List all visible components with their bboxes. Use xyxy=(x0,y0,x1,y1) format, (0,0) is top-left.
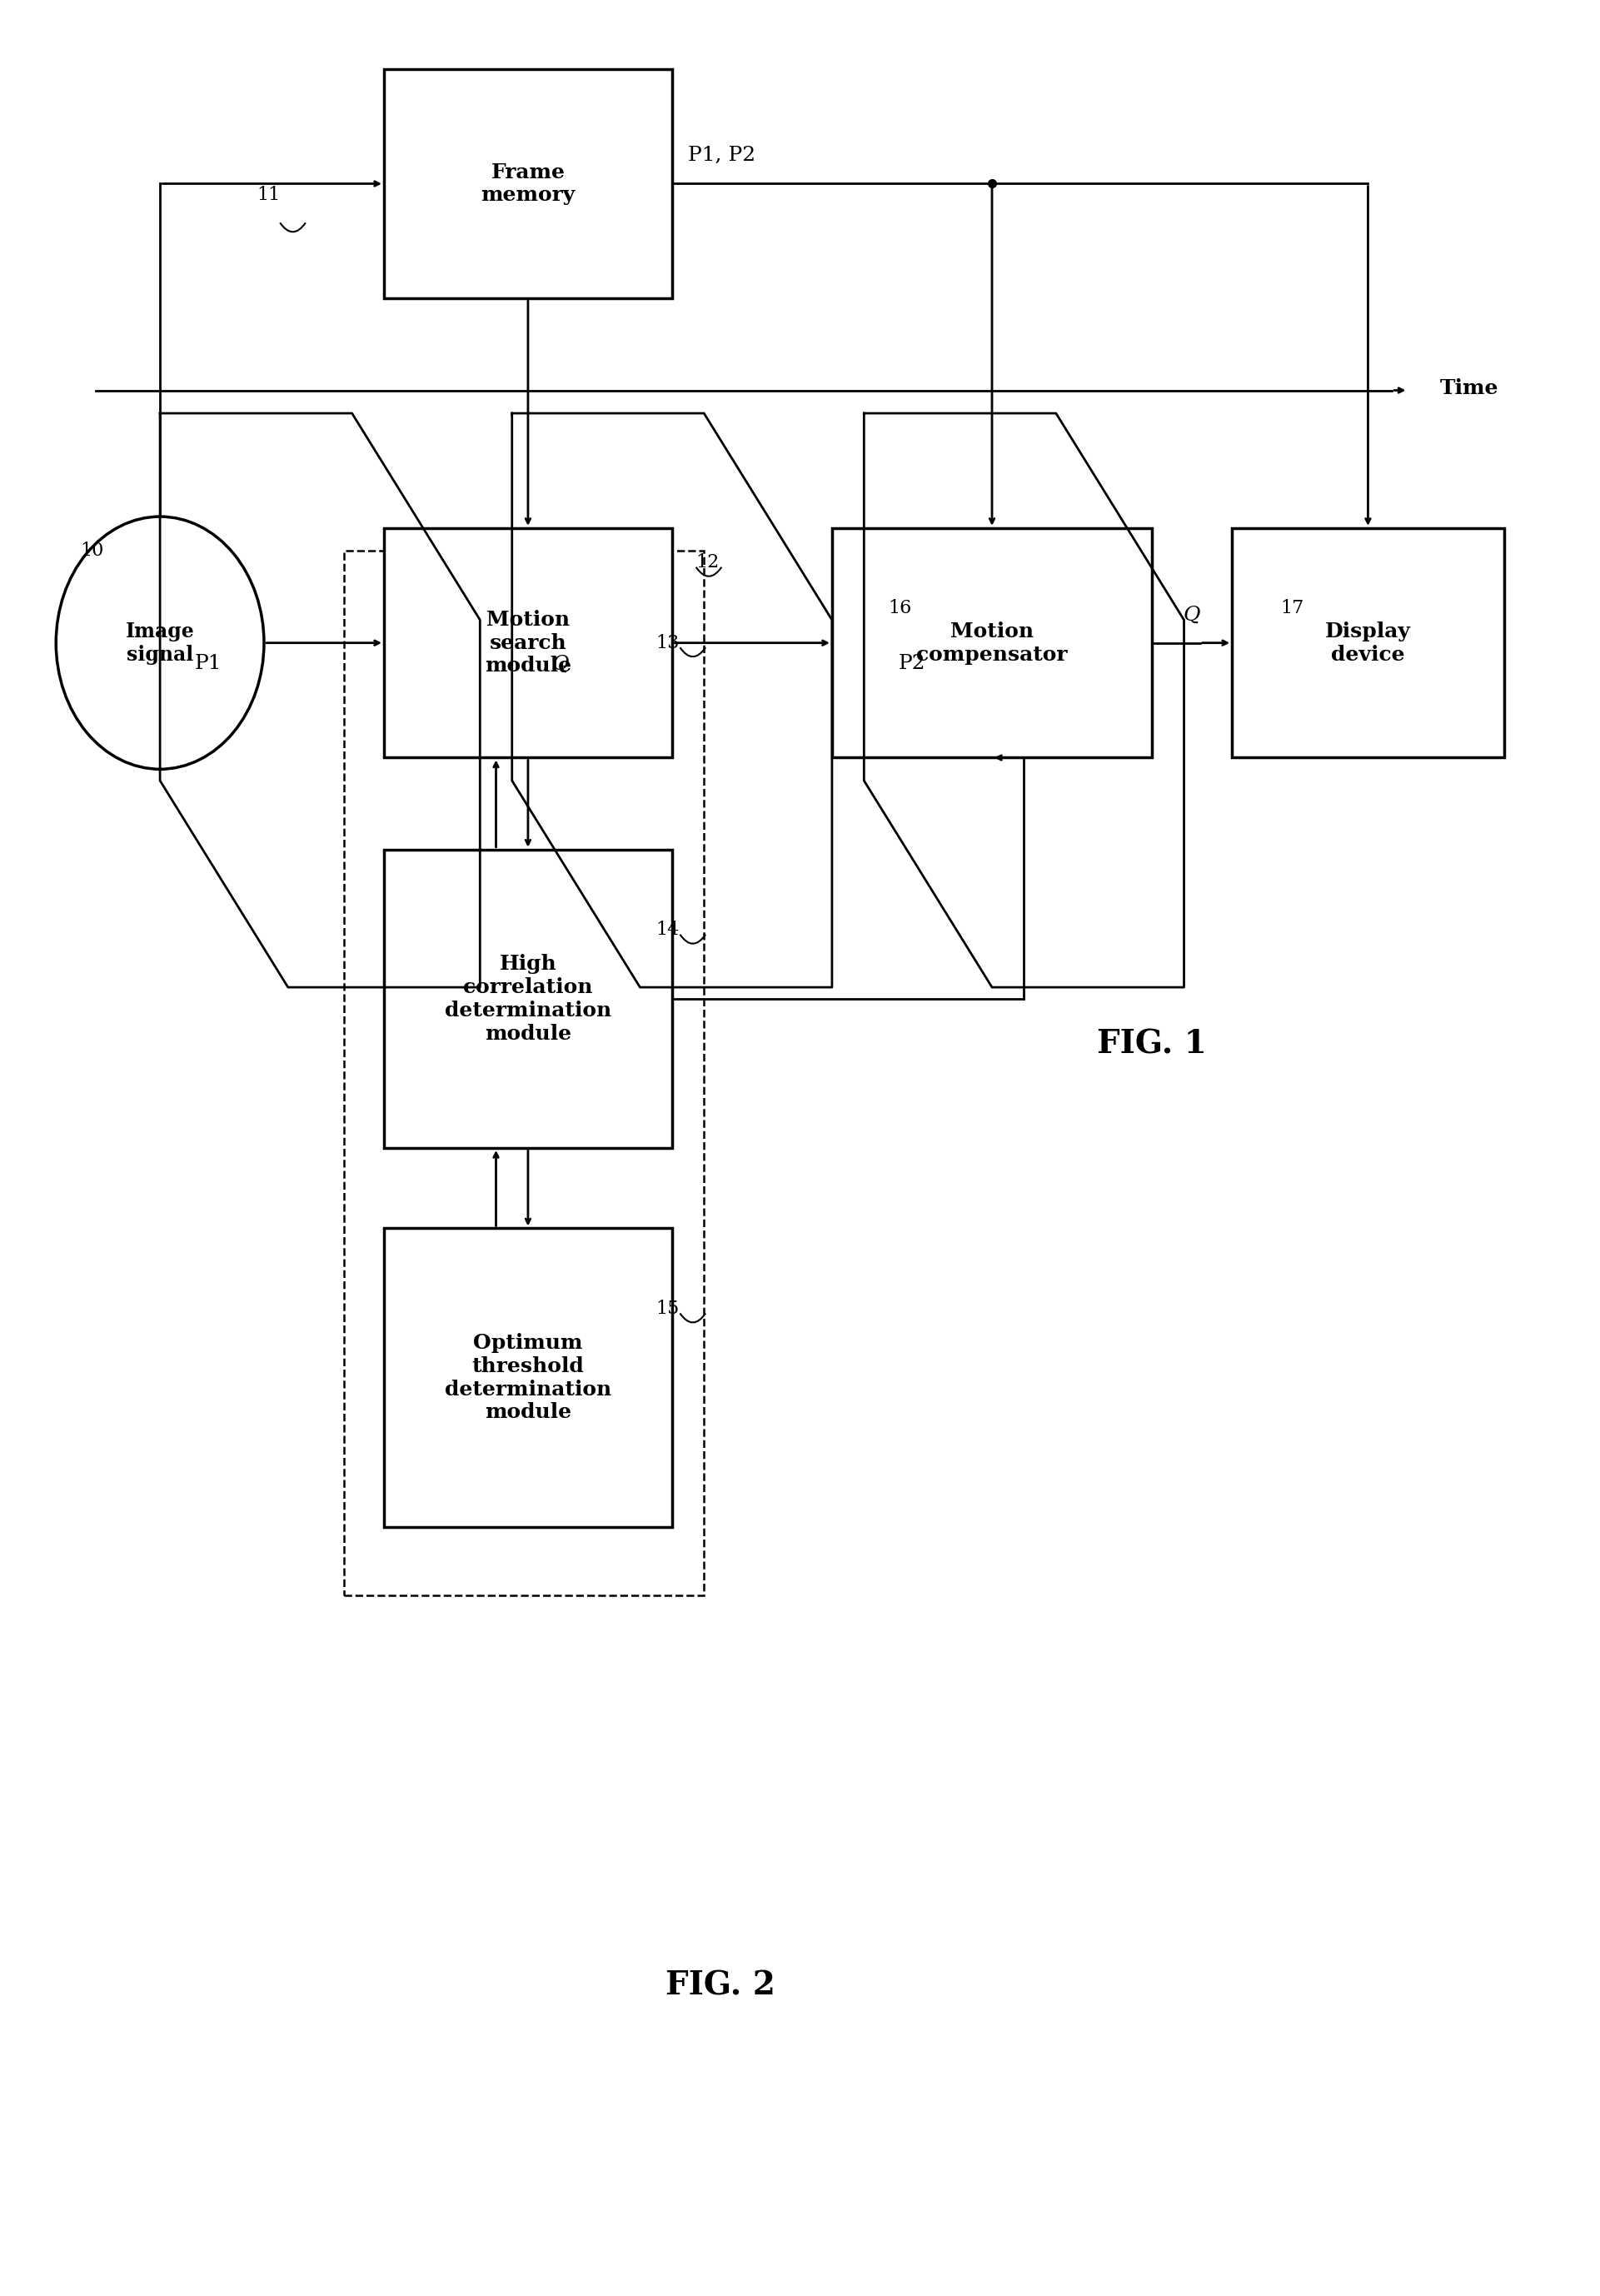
Bar xyxy=(384,850,672,1148)
Text: 15: 15 xyxy=(656,1300,680,1318)
Text: Optimum
threshold
determination
module: Optimum threshold determination module xyxy=(445,1334,611,1421)
Text: 11: 11 xyxy=(256,186,280,204)
Bar xyxy=(344,551,704,1596)
Text: Motion
search
module: Motion search module xyxy=(485,611,571,675)
Bar xyxy=(832,528,1152,758)
Text: P2: P2 xyxy=(899,654,925,673)
Text: P1, P2: P1, P2 xyxy=(688,147,755,165)
Bar xyxy=(1232,528,1504,758)
Bar xyxy=(384,528,672,758)
Text: 10: 10 xyxy=(80,542,104,560)
Text: Frame
memory: Frame memory xyxy=(482,163,574,204)
Text: Display
device: Display device xyxy=(1325,622,1411,664)
Text: 12: 12 xyxy=(696,553,720,572)
Text: 17: 17 xyxy=(1280,599,1304,618)
Text: Q: Q xyxy=(1184,606,1200,625)
Text: Image
signal: Image signal xyxy=(125,622,195,664)
Text: Motion
compensator: Motion compensator xyxy=(917,622,1067,664)
Text: FIG. 2: FIG. 2 xyxy=(666,1970,774,2002)
Text: 16: 16 xyxy=(888,599,912,618)
Ellipse shape xyxy=(56,517,264,769)
Text: 14: 14 xyxy=(656,921,680,939)
Text: Q: Q xyxy=(552,654,568,673)
Text: Time: Time xyxy=(1440,379,1499,397)
Text: High
correlation
determination
module: High correlation determination module xyxy=(445,955,611,1042)
Text: 13: 13 xyxy=(656,634,680,652)
Text: P1: P1 xyxy=(195,654,221,673)
Bar xyxy=(384,1228,672,1527)
Text: FIG. 1: FIG. 1 xyxy=(1098,1029,1206,1061)
Bar xyxy=(384,69,672,298)
